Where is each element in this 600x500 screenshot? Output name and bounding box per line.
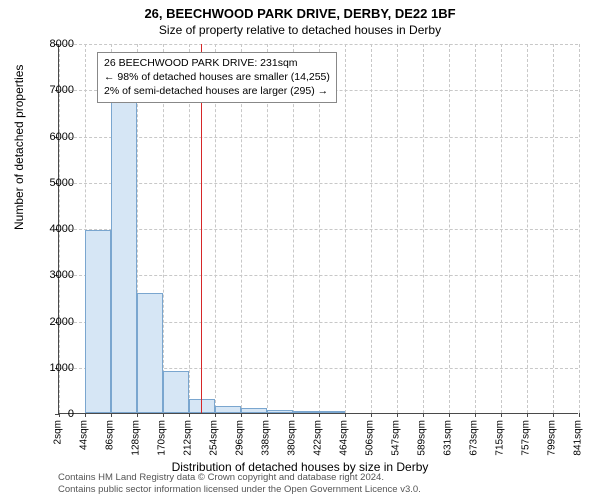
xtick-mark xyxy=(241,413,242,417)
chart-container: 26 BEECHWOOD PARK DRIVE: 231sqm← 98% of … xyxy=(58,44,578,414)
xtick-label: 254sqm xyxy=(209,420,220,456)
gridline-v xyxy=(397,44,398,413)
xtick-label: 464sqm xyxy=(339,420,350,456)
ytick-label: 4000 xyxy=(24,223,74,235)
xtick-label: 506sqm xyxy=(365,420,376,456)
xtick-label: 44sqm xyxy=(79,420,90,450)
xtick-label: 86sqm xyxy=(105,420,116,450)
gridline-v xyxy=(475,44,476,413)
histogram-bar xyxy=(267,410,293,413)
xtick-label: 631sqm xyxy=(443,420,454,456)
xtick-mark xyxy=(137,413,138,417)
chart-title-main: 26, BEECHWOOD PARK DRIVE, DERBY, DE22 1B… xyxy=(0,0,600,21)
chart-title-sub: Size of property relative to detached ho… xyxy=(0,21,600,37)
xtick-mark xyxy=(293,413,294,417)
xtick-mark xyxy=(215,413,216,417)
xtick-label: 799sqm xyxy=(547,420,558,456)
xtick-label: 212sqm xyxy=(183,420,194,456)
histogram-bar xyxy=(215,406,241,413)
gridline-v xyxy=(527,44,528,413)
histogram-bar xyxy=(293,411,319,413)
footer-line-2: Contains public sector information licen… xyxy=(58,484,421,496)
xtick-mark xyxy=(475,413,476,417)
gridline-v xyxy=(579,44,580,413)
xtick-label: 338sqm xyxy=(261,420,272,456)
histogram-bar xyxy=(189,399,215,413)
ytick-label: 1000 xyxy=(24,362,74,374)
gridline-v xyxy=(371,44,372,413)
histogram-bar xyxy=(111,99,137,414)
xtick-label: 128sqm xyxy=(131,420,142,456)
xtick-mark xyxy=(319,413,320,417)
ytick-label: 5000 xyxy=(24,177,74,189)
xtick-label: 841sqm xyxy=(573,420,584,456)
ytick-label: 7000 xyxy=(24,84,74,96)
footer-line-1: Contains HM Land Registry data © Crown c… xyxy=(58,472,421,484)
xtick-label: 715sqm xyxy=(495,420,506,456)
ytick-label: 2000 xyxy=(24,316,74,328)
xtick-label: 2sqm xyxy=(53,420,64,444)
xtick-label: 547sqm xyxy=(391,420,402,456)
ytick-label: 8000 xyxy=(24,38,74,50)
xtick-label: 380sqm xyxy=(287,420,298,456)
annotation-box: 26 BEECHWOOD PARK DRIVE: 231sqm← 98% of … xyxy=(97,52,337,103)
xtick-mark xyxy=(345,413,346,417)
gridline-v xyxy=(345,44,346,413)
xtick-mark xyxy=(163,413,164,417)
histogram-bar xyxy=(241,408,267,413)
xtick-mark xyxy=(423,413,424,417)
histogram-bar xyxy=(85,230,111,413)
annotation-line: 26 BEECHWOOD PARK DRIVE: 231sqm xyxy=(104,56,330,70)
xtick-mark xyxy=(397,413,398,417)
xtick-mark xyxy=(553,413,554,417)
gridline-v xyxy=(501,44,502,413)
histogram-bar xyxy=(163,371,189,413)
xtick-mark xyxy=(85,413,86,417)
xtick-mark xyxy=(189,413,190,417)
xtick-mark xyxy=(449,413,450,417)
xtick-mark xyxy=(501,413,502,417)
xtick-mark xyxy=(111,413,112,417)
annotation-line: ← 98% of detached houses are smaller (14… xyxy=(104,70,330,84)
xtick-label: 589sqm xyxy=(417,420,428,456)
xtick-label: 757sqm xyxy=(521,420,532,456)
ytick-label: 6000 xyxy=(24,131,74,143)
xtick-label: 422sqm xyxy=(313,420,324,456)
annotation-line: 2% of semi-detached houses are larger (2… xyxy=(104,84,330,98)
gridline-v xyxy=(423,44,424,413)
gridline-v xyxy=(553,44,554,413)
xtick-label: 296sqm xyxy=(235,420,246,456)
xtick-label: 673sqm xyxy=(469,420,480,456)
histogram-bar xyxy=(137,293,163,413)
gridline-v xyxy=(449,44,450,413)
histogram-bar xyxy=(319,411,345,413)
xtick-mark xyxy=(527,413,528,417)
xtick-label: 170sqm xyxy=(157,420,168,456)
ytick-label: 0 xyxy=(24,408,74,420)
xtick-mark xyxy=(579,413,580,417)
xtick-mark xyxy=(267,413,268,417)
footer-attribution: Contains HM Land Registry data © Crown c… xyxy=(58,472,421,496)
xtick-mark xyxy=(371,413,372,417)
ytick-label: 3000 xyxy=(24,269,74,281)
plot-area: 26 BEECHWOOD PARK DRIVE: 231sqm← 98% of … xyxy=(58,44,578,414)
